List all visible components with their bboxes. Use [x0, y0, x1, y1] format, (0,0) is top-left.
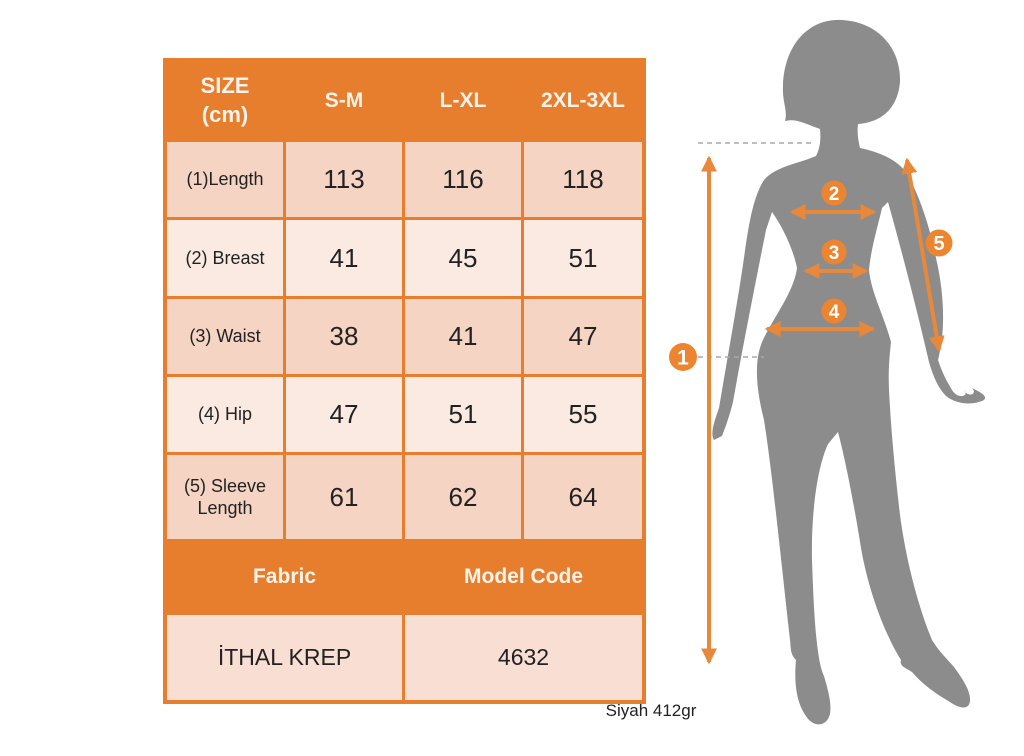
table-cell: 38 [286, 299, 402, 374]
table-cell: 41 [286, 220, 402, 296]
measure-badge-5: 5 [925, 229, 953, 257]
table-cell: 51 [405, 377, 521, 452]
table-cell: 41 [405, 299, 521, 374]
table-cell: 47 [286, 377, 402, 452]
svg-text:1: 1 [677, 347, 689, 370]
measure-badge-2: 2 [821, 180, 847, 206]
svg-text:2: 2 [829, 184, 840, 205]
column-header-2xl-3xl: 2XL-3XL [524, 62, 642, 139]
table-cell: 62 [405, 455, 521, 539]
measure-badge-1: 1 [669, 343, 697, 371]
table-cell: 64 [524, 455, 642, 539]
table-cell: 47 [524, 299, 642, 374]
table-cell: 118 [524, 142, 642, 217]
fabric-value: İTHAL KREP [167, 615, 402, 700]
model-code-value: 4632 [405, 615, 642, 700]
table-cell: 61 [286, 455, 402, 539]
svg-text:4: 4 [829, 302, 840, 323]
table-cell: 51 [524, 220, 642, 296]
weight-note: Siyah 412gr [605, 701, 697, 720]
table-cell: 116 [405, 142, 521, 217]
measure-badge-4: 4 [821, 298, 847, 324]
row-label-waist: (3) Waist [167, 299, 283, 374]
column-header-l-xl: L-XL [405, 62, 521, 139]
svg-text:3: 3 [829, 243, 840, 264]
size-unit-header: SIZE (cm) [167, 62, 283, 139]
female-silhouette [712, 19, 986, 725]
fabric-header: Fabric [167, 542, 402, 612]
table-cell: 113 [286, 142, 402, 217]
row-label-breast: (2) Breast [167, 220, 283, 296]
column-header-s-m: S-M [286, 62, 402, 139]
svg-text:5: 5 [933, 233, 944, 255]
table-cell: 55 [524, 377, 642, 452]
table-cell: 45 [405, 220, 521, 296]
row-label-sleeve-length: (5) Sleeve Length [167, 455, 283, 539]
measure-badge-3: 3 [821, 239, 847, 265]
sleeve-arrow [901, 157, 945, 353]
row-label-length: (1)Length [167, 142, 283, 217]
model-code-header: Model Code [405, 542, 642, 612]
size-chart-table: SIZE (cm) S-M L-XL 2XL-3XL (1)Length 113… [163, 58, 646, 704]
row-label-hip: (4) Hip [167, 377, 283, 452]
